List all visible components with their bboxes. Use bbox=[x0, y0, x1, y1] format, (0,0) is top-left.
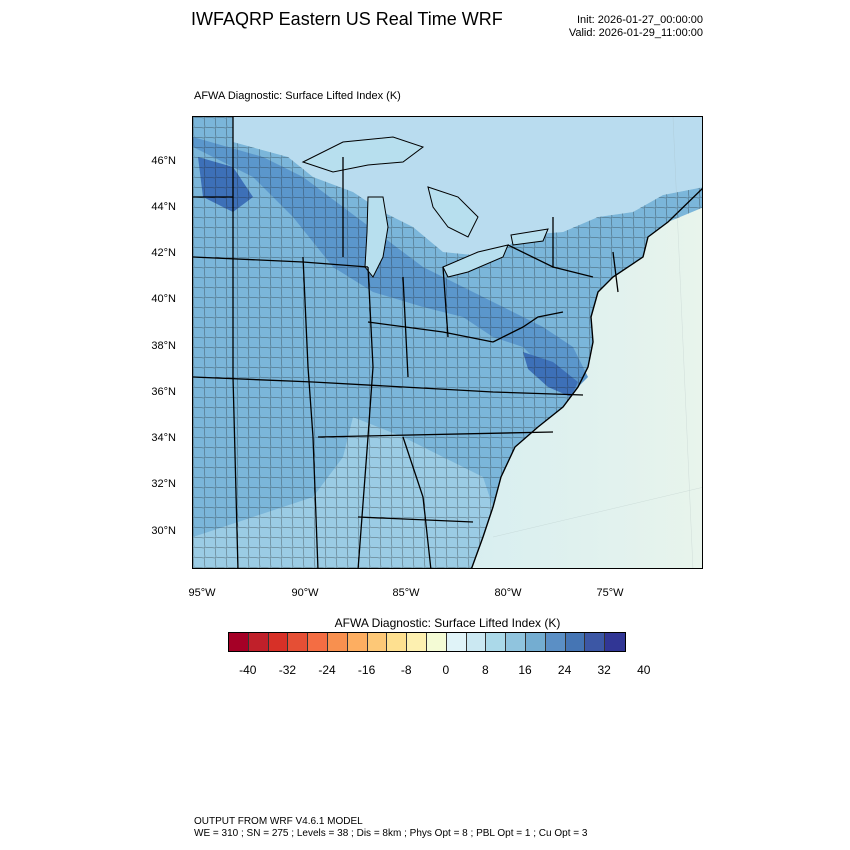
state-boundaries bbox=[193, 117, 619, 568]
valid-time: Valid: 2026-01-29_11:00:00 bbox=[568, 27, 703, 39]
colorbar-tick-label: -8 bbox=[400, 663, 412, 677]
lon-label-95w: 95°W bbox=[188, 587, 216, 599]
model-version: OUTPUT FROM WRF V4.6.1 MODEL bbox=[194, 816, 363, 827]
lake-superior bbox=[301, 136, 425, 173]
colorbar-tick-label: 8 bbox=[482, 663, 489, 677]
lon-label-75w: 75°W bbox=[596, 587, 624, 599]
lifted-index-map bbox=[193, 117, 702, 568]
colorbar-cell bbox=[466, 633, 487, 651]
colorbar-cell bbox=[367, 633, 388, 651]
colorbar-tick-label: -24 bbox=[318, 663, 336, 677]
colorbar-cell bbox=[248, 633, 269, 651]
map-panel bbox=[192, 116, 703, 569]
lat-label-44: 44°N bbox=[151, 201, 176, 213]
colorbar-tick-label: 24 bbox=[557, 663, 572, 677]
lake-michigan bbox=[364, 196, 389, 278]
graticule bbox=[492, 117, 702, 568]
run-times: Init: 2026-01-27_00:00:00 Valid: 2026-01… bbox=[569, 14, 703, 40]
lat-label-30: 30°N bbox=[151, 525, 176, 537]
lon-label-80w: 80°W bbox=[494, 587, 522, 599]
lat-label-40: 40°N bbox=[151, 293, 176, 305]
colorbar-tick-label: 40 bbox=[637, 663, 651, 677]
lon-label-90w: 90°W bbox=[291, 587, 319, 599]
colorbar-cell bbox=[605, 633, 625, 651]
model-settings: WE = 310 ; SN = 275 ; Levels = 38 ; Dis … bbox=[194, 828, 588, 839]
colorbar-cell bbox=[565, 633, 586, 651]
lat-label-34: 34°N bbox=[151, 432, 176, 444]
colorbar-cell bbox=[486, 633, 507, 651]
colorbar-cell bbox=[525, 633, 546, 651]
colorbar-tick-label: -16 bbox=[357, 663, 376, 677]
colorbar-cell bbox=[288, 633, 309, 651]
colorbar-cell bbox=[308, 633, 328, 651]
model-info: OUTPUT FROM WRF V4.6.1 MODEL WE = 310 ; … bbox=[194, 816, 587, 840]
lat-label-42: 42°N bbox=[151, 247, 176, 259]
lat-label-46: 46°N bbox=[151, 155, 176, 167]
county-lines bbox=[193, 117, 702, 568]
colorbar-cell bbox=[327, 633, 348, 651]
colorbar bbox=[228, 632, 626, 652]
colorbar-tick-label: -40 bbox=[239, 663, 257, 677]
coastline bbox=[470, 187, 702, 568]
colorbar-cell bbox=[446, 633, 467, 651]
lake-erie bbox=[442, 244, 509, 278]
colorbar-title: AFWA Diagnostic: Surface Lifted Index (K… bbox=[334, 616, 561, 630]
plot-title: IWFAQRP Eastern US Real Time WRF bbox=[191, 9, 503, 29]
lat-label-32: 32°N bbox=[151, 478, 176, 490]
canada-area bbox=[193, 117, 702, 257]
colorbar-cell bbox=[268, 633, 289, 651]
colorbar-cell bbox=[585, 633, 606, 651]
colorbar-cell bbox=[347, 633, 368, 651]
map-subtitle: AFWA Diagnostic: Surface Lifted Index (K… bbox=[194, 90, 401, 102]
colorbar-cell bbox=[545, 633, 566, 651]
colorbar-tick-label: -32 bbox=[278, 663, 297, 677]
colorbar-cell bbox=[407, 633, 427, 651]
lake-ontario bbox=[510, 228, 549, 246]
colorbar-cell bbox=[387, 633, 408, 651]
colorbar-tick-label: 0 bbox=[442, 663, 450, 677]
lat-label-38: 38°N bbox=[151, 340, 176, 352]
colorbar-cell bbox=[426, 633, 447, 651]
init-time: Init: 2026-01-27_00:00:00 bbox=[577, 14, 703, 26]
lake-huron bbox=[427, 186, 479, 238]
lon-label-85w: 85°W bbox=[392, 587, 420, 599]
colorbar-tick-label: 32 bbox=[597, 663, 611, 677]
colorbar-tick-label: 16 bbox=[518, 663, 532, 677]
lat-label-36: 36°N bbox=[151, 386, 176, 398]
colorbar-cell bbox=[506, 633, 526, 651]
colorbar-cell bbox=[229, 633, 249, 651]
